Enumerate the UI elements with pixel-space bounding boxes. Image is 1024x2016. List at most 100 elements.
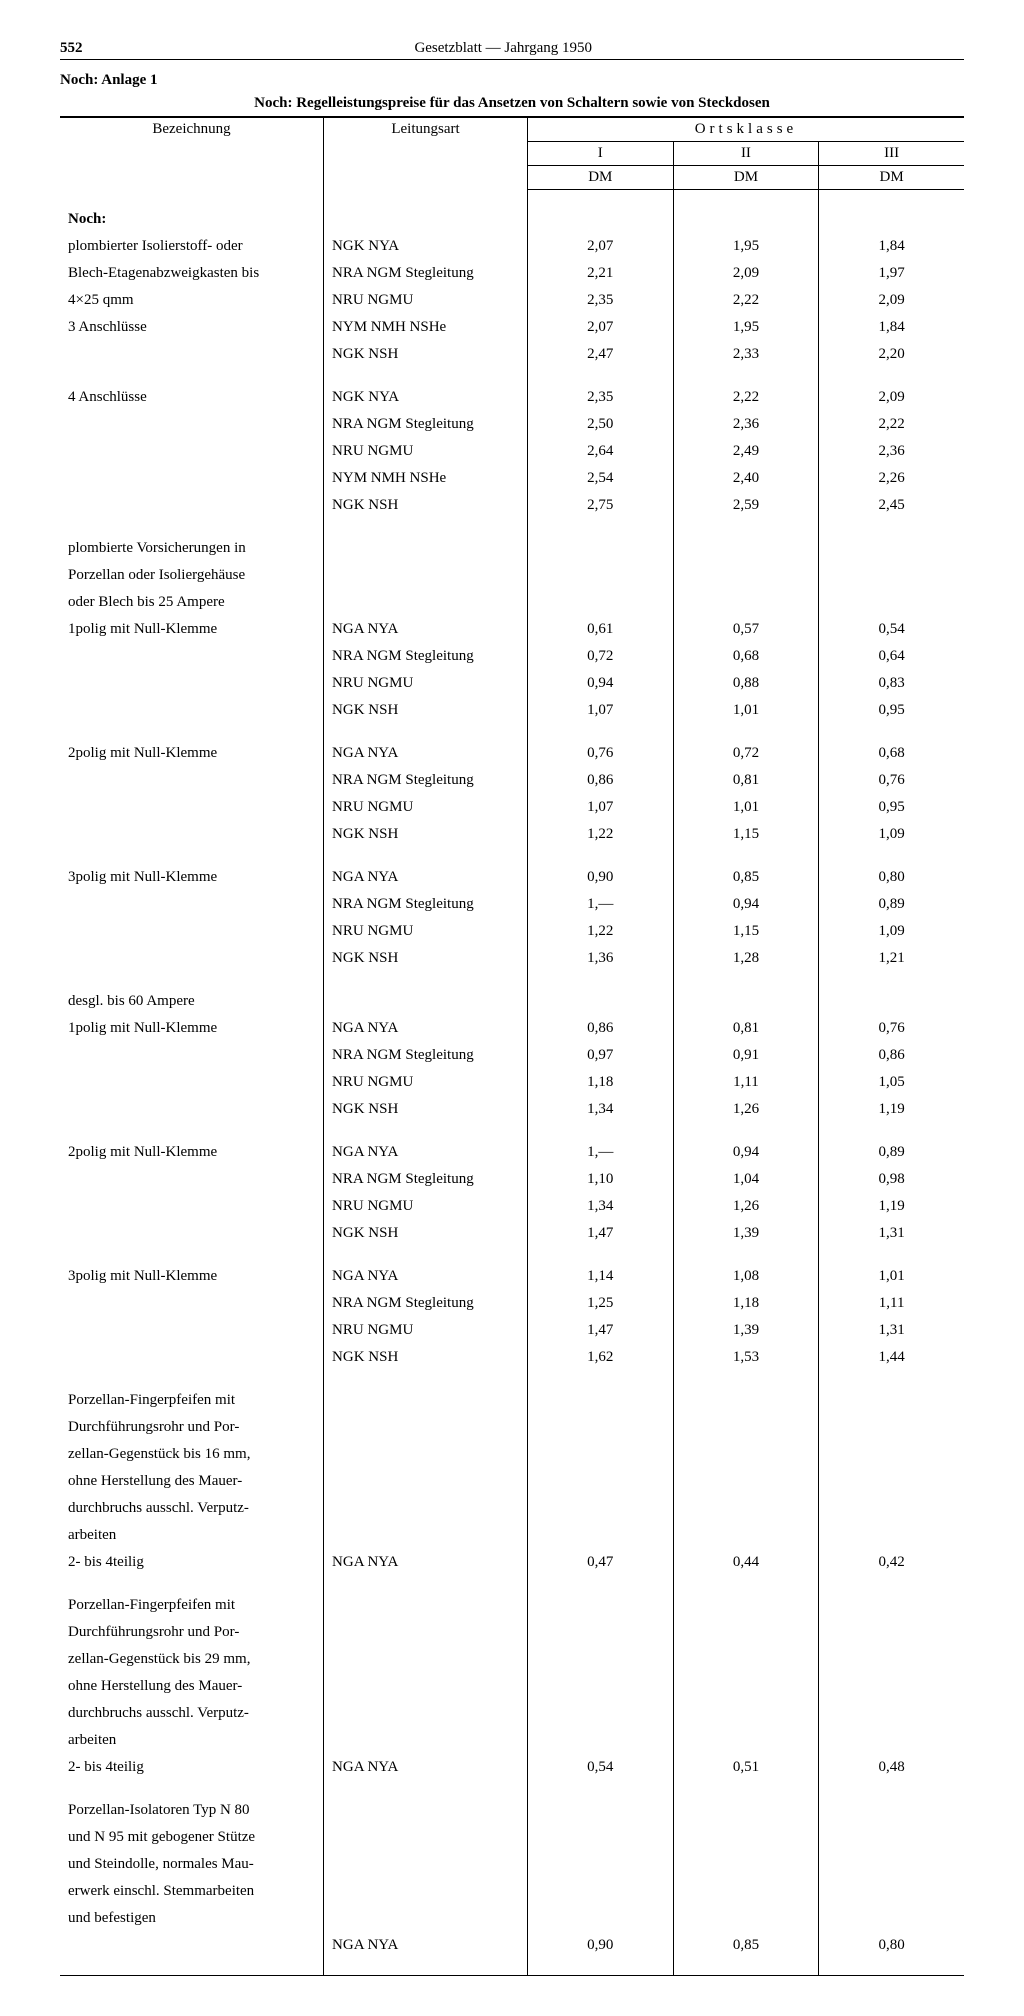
leitungsart-cell: NRU NGMU bbox=[324, 1069, 528, 1096]
page-header: 552 Gesetzblatt — Jahrgang 1950 bbox=[60, 40, 964, 60]
leitungsart-cell: NRU NGMU bbox=[324, 1317, 528, 1344]
value-cell: 0,81 bbox=[673, 767, 819, 794]
table-row: 2- bis 4teiligNGA NYA0,540,510,48 bbox=[60, 1754, 964, 1781]
table-header: Bezeichnung Leitungsart Ortsklasse I II … bbox=[60, 117, 964, 190]
table-row: 1polig mit Null-KlemmeNGA NYA0,860,810,7… bbox=[60, 1015, 964, 1042]
value-cell: 0,98 bbox=[819, 1166, 964, 1193]
leitungsart-cell: NGK NSH bbox=[324, 945, 528, 972]
col-header-i: I bbox=[527, 142, 673, 166]
value-cell: 2,33 bbox=[673, 341, 819, 368]
leitungsart-cell: NRU NGMU bbox=[324, 794, 528, 821]
group-heading: und Steindolle, normales Mau- bbox=[60, 1851, 324, 1878]
leitungsart-cell: NGK NYA bbox=[324, 233, 528, 260]
description-cell bbox=[60, 1932, 324, 1959]
leitungsart-cell: NGA NYA bbox=[324, 1932, 528, 1959]
description-cell: 2polig mit Null-Klemme bbox=[60, 740, 324, 767]
leitungsart-cell: NYM NMH NSHe bbox=[324, 465, 528, 492]
value-cell: 1,01 bbox=[673, 697, 819, 724]
value-cell: 2,20 bbox=[819, 341, 964, 368]
description-cell bbox=[60, 1317, 324, 1344]
leitungsart-cell: NRA NGM Stegleitung bbox=[324, 260, 528, 287]
value-cell: 1,10 bbox=[527, 1166, 673, 1193]
leitungsart-cell: NGK NSH bbox=[324, 341, 528, 368]
value-cell: 1,15 bbox=[673, 918, 819, 945]
table-body: Noch:plombierter Isolierstoff- oderNGK N… bbox=[60, 190, 964, 1976]
description-cell bbox=[60, 643, 324, 670]
value-cell: 0,44 bbox=[673, 1549, 819, 1576]
table-row: 3polig mit Null-KlemmeNGA NYA0,900,850,8… bbox=[60, 864, 964, 891]
group-heading: Porzellan oder Isoliergehäuse bbox=[60, 562, 324, 589]
table-row: NGK NSH1,471,391,31 bbox=[60, 1220, 964, 1247]
value-cell: 1,47 bbox=[527, 1317, 673, 1344]
table-row: NGA NYA0,900,850,80 bbox=[60, 1932, 964, 1959]
value-cell: 1,36 bbox=[527, 945, 673, 972]
description-cell bbox=[60, 438, 324, 465]
leitungsart-cell: NGA NYA bbox=[324, 1754, 528, 1781]
value-cell: 0,76 bbox=[819, 1015, 964, 1042]
leitungsart-cell: NRA NGM Stegleitung bbox=[324, 411, 528, 438]
value-cell: 0,88 bbox=[673, 670, 819, 697]
table-row: 2polig mit Null-KlemmeNGA NYA1,—0,940,89 bbox=[60, 1139, 964, 1166]
value-cell: 1,84 bbox=[819, 314, 964, 341]
leitungsart-cell: NRU NGMU bbox=[324, 438, 528, 465]
table-row: 1polig mit Null-KlemmeNGA NYA0,610,570,5… bbox=[60, 616, 964, 643]
value-cell: 0,54 bbox=[527, 1754, 673, 1781]
value-cell: 1,18 bbox=[527, 1069, 673, 1096]
leitungsart-cell: NGA NYA bbox=[324, 616, 528, 643]
leitungsart-cell: NGA NYA bbox=[324, 740, 528, 767]
value-cell: 0,95 bbox=[819, 697, 964, 724]
value-cell: 2,07 bbox=[527, 233, 673, 260]
group-heading: arbeiten bbox=[60, 1522, 324, 1549]
leitungsart-cell: NRU NGMU bbox=[324, 287, 528, 314]
value-cell: 2,35 bbox=[527, 384, 673, 411]
group-heading: arbeiten bbox=[60, 1727, 324, 1754]
table-row: NGK NSH2,472,332,20 bbox=[60, 341, 964, 368]
description-cell: Blech-Etagenabzweigkasten bis bbox=[60, 260, 324, 287]
table-row: NGK NSH1,361,281,21 bbox=[60, 945, 964, 972]
leitungsart-cell: NRA NGM Stegleitung bbox=[324, 1042, 528, 1069]
value-cell: 2,45 bbox=[819, 492, 964, 519]
value-cell: 0,76 bbox=[819, 767, 964, 794]
leitungsart-cell: NRA NGM Stegleitung bbox=[324, 643, 528, 670]
value-cell: 0,80 bbox=[819, 1932, 964, 1959]
value-cell: 0,90 bbox=[527, 864, 673, 891]
value-cell: 0,85 bbox=[673, 864, 819, 891]
value-cell: 0,42 bbox=[819, 1549, 964, 1576]
table-row: NRU NGMU2,642,492,36 bbox=[60, 438, 964, 465]
value-cell: 0,51 bbox=[673, 1754, 819, 1781]
anlage-label: Noch: Anlage 1 bbox=[60, 72, 964, 89]
value-cell: 1,05 bbox=[819, 1069, 964, 1096]
leitungsart-cell: NGA NYA bbox=[324, 1263, 528, 1290]
col-header-iii: III bbox=[819, 142, 964, 166]
value-cell: 1,34 bbox=[527, 1096, 673, 1123]
description-cell: 1polig mit Null-Klemme bbox=[60, 616, 324, 643]
value-cell: 0,54 bbox=[819, 616, 964, 643]
value-cell: 0,94 bbox=[527, 670, 673, 697]
value-cell: 2,09 bbox=[673, 260, 819, 287]
value-cell: 0,90 bbox=[527, 1932, 673, 1959]
value-cell: 2,22 bbox=[673, 287, 819, 314]
description-cell bbox=[60, 465, 324, 492]
col-header-dm: DM bbox=[673, 166, 819, 190]
value-cell: 0,76 bbox=[527, 740, 673, 767]
group-heading: zellan-Gegenstück bis 16 mm, bbox=[60, 1441, 324, 1468]
page-number: 552 bbox=[60, 40, 83, 57]
table-row: NGK NSH1,071,010,95 bbox=[60, 697, 964, 724]
description-cell bbox=[60, 1344, 324, 1371]
description-cell bbox=[60, 1042, 324, 1069]
leitungsart-cell: NRU NGMU bbox=[324, 1193, 528, 1220]
value-cell: 1,39 bbox=[673, 1220, 819, 1247]
value-cell: 2,09 bbox=[819, 287, 964, 314]
group-heading: oder Blech bis 25 Ampere bbox=[60, 589, 324, 616]
value-cell: 2,36 bbox=[673, 411, 819, 438]
value-cell: 0,81 bbox=[673, 1015, 819, 1042]
value-cell: 2,49 bbox=[673, 438, 819, 465]
description-cell: 3 Anschlüsse bbox=[60, 314, 324, 341]
value-cell: 2,75 bbox=[527, 492, 673, 519]
value-cell: 1,11 bbox=[819, 1290, 964, 1317]
group-heading: Durchführungsrohr und Por- bbox=[60, 1619, 324, 1646]
group-heading: ohne Herstellung des Mauer- bbox=[60, 1468, 324, 1495]
table-row: 2polig mit Null-KlemmeNGA NYA0,760,720,6… bbox=[60, 740, 964, 767]
value-cell: 0,57 bbox=[673, 616, 819, 643]
value-cell: 0,86 bbox=[819, 1042, 964, 1069]
